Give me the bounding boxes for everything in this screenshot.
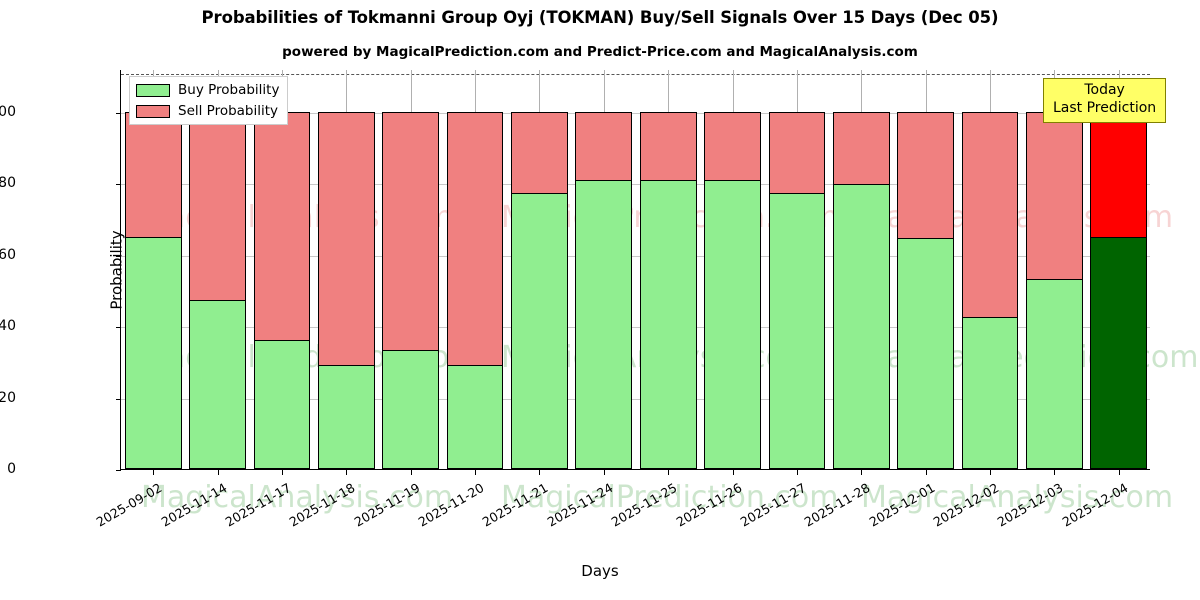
chart-title: Probabilities of Tokmanni Group Oyj (TOK…: [201, 8, 999, 27]
bar-segment-sell[interactable]: [189, 111, 246, 301]
bar-stacked[interactable]: [446, 111, 504, 469]
bar-segment-buy[interactable]: [253, 340, 311, 469]
bar-stacked[interactable]: [639, 111, 697, 469]
bar-segment-buy[interactable]: [1090, 236, 1148, 469]
bar-segment-buy[interactable]: [961, 316, 1019, 469]
x-tick-mark: [539, 470, 541, 475]
y-tick-mark: [116, 255, 121, 257]
y-tick-mark: [116, 470, 121, 471]
bar-segment-buy[interactable]: [1026, 278, 1083, 469]
legend-swatch-buy: [136, 83, 170, 97]
bar-segment-sell[interactable]: [382, 111, 439, 351]
y-tick-mark: [116, 112, 121, 114]
bar-segment-buy[interactable]: [832, 184, 890, 469]
x-tick-mark: [153, 470, 155, 475]
x-tick-mark: [1118, 470, 1120, 475]
bar-segment-buy[interactable]: [317, 365, 375, 469]
x-tick-mark: [217, 470, 219, 475]
x-tick-mark: [990, 470, 992, 475]
h-gridline: [121, 398, 1150, 400]
bar-stacked[interactable]: [897, 111, 954, 469]
bar-segment-buy[interactable]: [575, 180, 633, 469]
legend-item-buy: Buy Probability: [136, 82, 279, 98]
bar-segment-sell[interactable]: [446, 111, 504, 366]
chart-subtitle: powered by MagicalPrediction.com and Pre…: [282, 44, 918, 60]
x-tick-mark: [346, 470, 348, 475]
h-gridline: [121, 327, 1150, 329]
y-tick-label: 80: [0, 175, 16, 192]
bar-stacked[interactable]: [382, 111, 439, 469]
bar-stacked[interactable]: [317, 111, 375, 469]
bar-segment-buy[interactable]: [768, 192, 826, 469]
x-tick-mark: [1054, 470, 1056, 475]
bar-segment-sell[interactable]: [704, 111, 761, 181]
bar-segment-sell[interactable]: [317, 111, 375, 366]
legend-swatch-sell: [136, 104, 170, 118]
bar-segment-buy[interactable]: [511, 192, 568, 469]
bar-stacked[interactable]: [961, 111, 1019, 469]
bar-stacked[interactable]: [704, 111, 761, 469]
x-tick-mark: [410, 470, 412, 475]
bar-stacked[interactable]: [253, 111, 311, 469]
bar-stacked[interactable]: [1026, 111, 1083, 469]
x-tick-mark: [281, 470, 283, 475]
x-tick-mark: [861, 470, 863, 475]
today-annotation-line2: Last Prediction: [1053, 99, 1157, 116]
bar-segment-buy[interactable]: [124, 236, 182, 469]
h-gridline: [121, 112, 1150, 114]
legend-item-sell: Sell Probability: [136, 103, 279, 119]
today-annotation: Today Last Prediction: [1043, 78, 1167, 123]
x-axis-label: Days: [581, 562, 619, 580]
bar-segment-sell[interactable]: [575, 111, 633, 181]
bar-segment-sell[interactable]: [768, 111, 826, 193]
bar-stacked[interactable]: [511, 111, 568, 469]
x-tick-mark: [732, 470, 734, 475]
x-axis-ticks: 2025-09-02 2025-11-14 2025-11-17 2025-11-18…: [94, 470, 1151, 580]
bar-segment-sell[interactable]: [124, 111, 182, 237]
bar-segment-buy[interactable]: [189, 300, 246, 469]
bar-stacked[interactable]: [189, 111, 246, 469]
h-gridline: [121, 184, 1150, 186]
x-tick-mark: [475, 470, 477, 475]
bar-segment-buy[interactable]: [639, 180, 697, 469]
reference-dashed-line: [121, 73, 1150, 75]
y-tick-mark: [116, 398, 121, 400]
y-tick-label: 40: [0, 318, 16, 335]
y-tick-label: 100: [0, 103, 16, 120]
bar-stacked[interactable]: [124, 111, 182, 469]
bar-segment-buy[interactable]: [382, 350, 439, 469]
bar-segment-sell[interactable]: [639, 111, 697, 181]
bar-segment-sell[interactable]: [1090, 111, 1148, 237]
today-annotation-line1: Today: [1084, 82, 1125, 98]
legend-label-sell: Sell Probability: [178, 103, 279, 119]
y-tick-mark: [116, 327, 121, 329]
legend-label-buy: Buy Probability: [178, 82, 280, 98]
bar-segment-sell[interactable]: [511, 111, 568, 193]
x-tick-mark: [603, 470, 605, 475]
y-tick-label: 60: [0, 246, 16, 263]
plot-area: MagicalAnalysis.com MagicalPrediction.com…: [0, 70, 1199, 530]
x-tick-mark: [668, 470, 670, 475]
y-axis-label: Probability: [107, 229, 126, 310]
bar-segment-sell[interactable]: [961, 111, 1019, 317]
bar-segment-buy[interactable]: [897, 238, 954, 469]
y-tick-label: 0: [7, 461, 16, 477]
bar-segment-buy[interactable]: [704, 180, 761, 469]
bar-today[interactable]: [1090, 111, 1148, 469]
x-tick-mark: [925, 470, 927, 475]
bar-segment-buy[interactable]: [446, 365, 504, 469]
y-tick-mark: [116, 184, 121, 186]
chart-legend: Buy Probability Sell Probability: [129, 76, 289, 125]
bar-segment-sell[interactable]: [832, 111, 890, 184]
bar-segment-sell[interactable]: [897, 111, 954, 239]
bar-stacked[interactable]: [575, 111, 633, 469]
bar-segment-sell[interactable]: [253, 111, 311, 341]
h-gridline: [121, 255, 1150, 257]
bar-stacked[interactable]: [832, 111, 890, 469]
bar-stacked[interactable]: [768, 111, 826, 469]
bar-segment-sell[interactable]: [1026, 111, 1083, 279]
x-tick-mark: [796, 470, 798, 475]
y-tick-label: 20: [0, 389, 16, 406]
